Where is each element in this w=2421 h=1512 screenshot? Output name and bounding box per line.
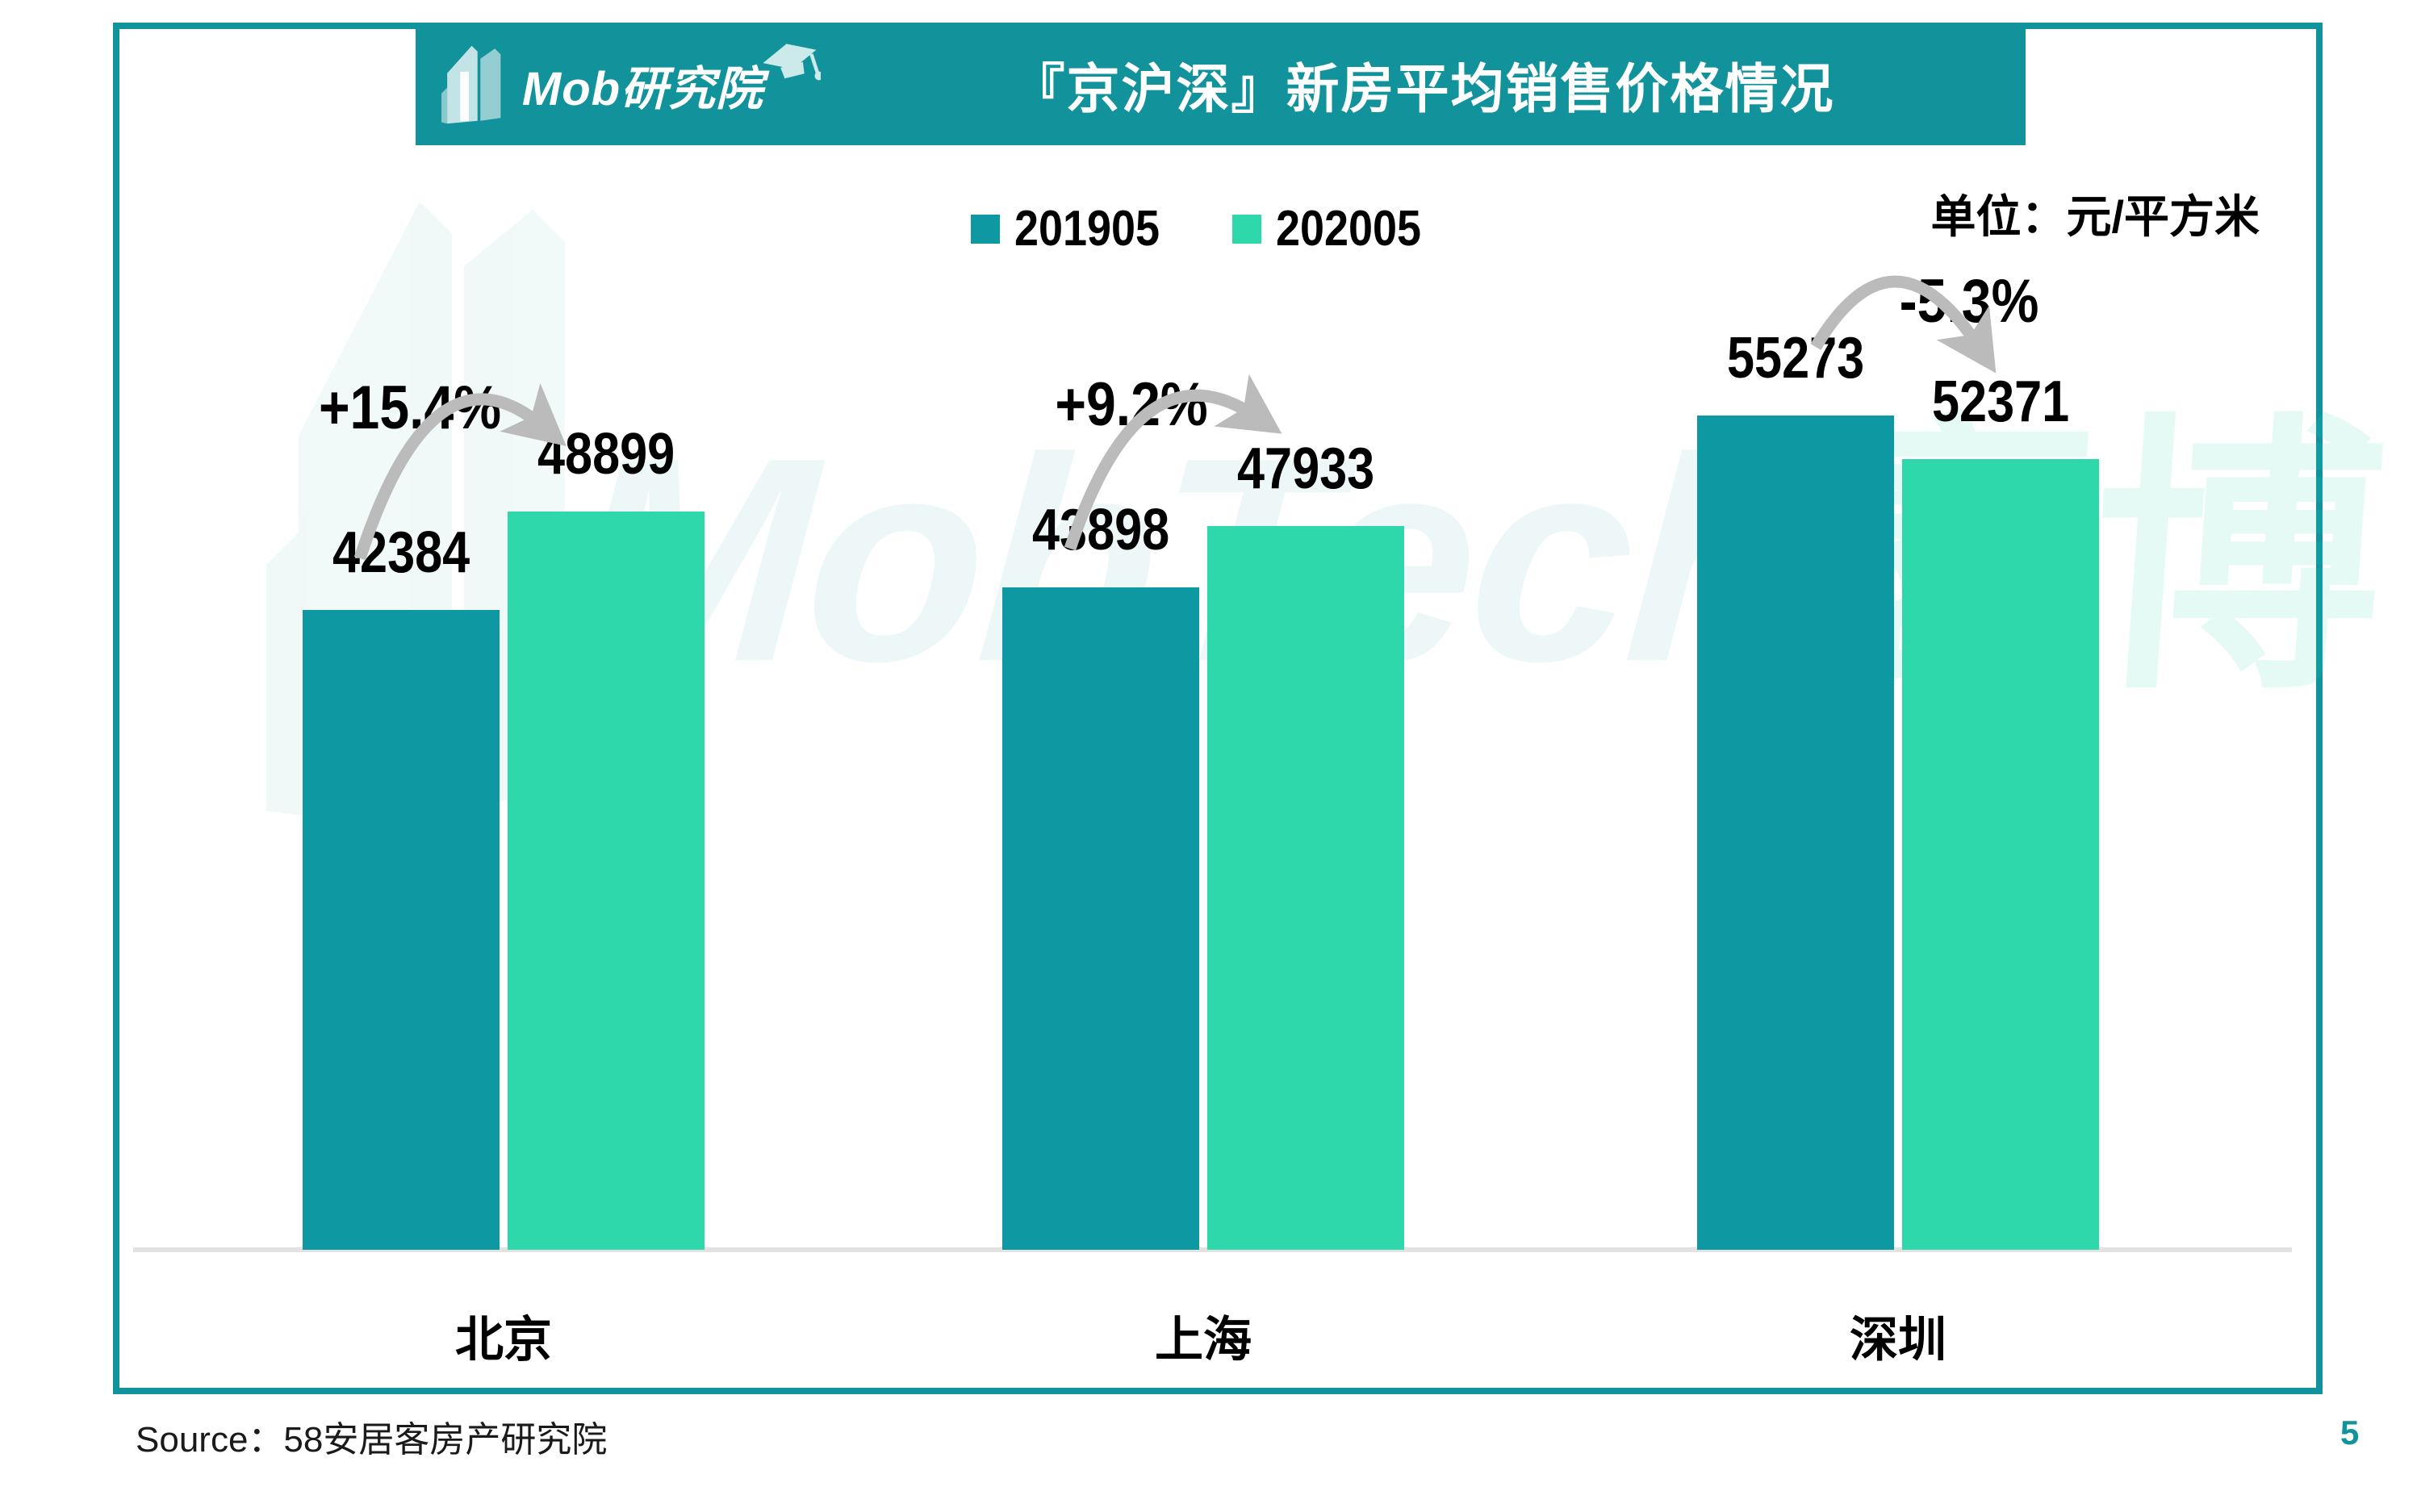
page-title: 『京沪深』新房平均销售价格情况 — [1011, 59, 1835, 119]
x-axis-label-北京: 北京 — [455, 1313, 552, 1367]
x-axis-label-上海: 上海 — [1155, 1313, 1252, 1367]
x-axis-label-深圳: 深圳 — [1850, 1313, 1946, 1367]
legend-item-201905: 201905 — [971, 200, 1181, 257]
bar-value-label: 42384 — [332, 520, 470, 585]
legend-label-202005: 202005 — [1276, 201, 1421, 257]
legend-swatch-201905 — [971, 214, 1000, 244]
bar-value-label: 47933 — [1236, 436, 1375, 501]
page-number: 5 — [2340, 1414, 2360, 1451]
bar-value-label: 43898 — [1031, 498, 1170, 562]
bar-value-label: 52371 — [1931, 370, 2070, 434]
legend-label-201905: 201905 — [1014, 201, 1160, 257]
bar-202005-上海 — [1207, 526, 1404, 1250]
bar-201905-深圳 — [1697, 416, 1894, 1250]
bar-202005-北京 — [508, 512, 705, 1250]
x-axis-line — [133, 1247, 2292, 1252]
bar-201905-上海 — [1002, 587, 1199, 1250]
bar-202005-深圳 — [1902, 459, 2099, 1250]
bar-value-label: 55273 — [1726, 326, 1865, 391]
unit-label: 单位：元/平方米 — [1930, 191, 2260, 242]
bar-201905-北京 — [303, 610, 500, 1250]
legend-swatch-202005 — [1232, 214, 1261, 244]
trend-arrow-icon-shanghai — [1064, 374, 1282, 551]
mob-building-icon — [441, 45, 501, 124]
trend-arrow-icon-beijing — [353, 382, 567, 561]
logo-text: Mob研究院 — [521, 63, 764, 115]
graduation-cap-icon — [763, 44, 821, 81]
mob-logo: Mob研究院 — [441, 38, 821, 132]
legend-item-202005: 202005 — [1232, 200, 1443, 257]
header-banner: Mob研究院 『京沪深』新房平均销售价格情况 — [416, 24, 2026, 145]
change-label: +15.4% — [318, 374, 502, 442]
trend-arrow-icon-shenzhen — [1810, 275, 1997, 374]
source-note: Source：58安居客房产研究院 — [136, 1420, 608, 1460]
